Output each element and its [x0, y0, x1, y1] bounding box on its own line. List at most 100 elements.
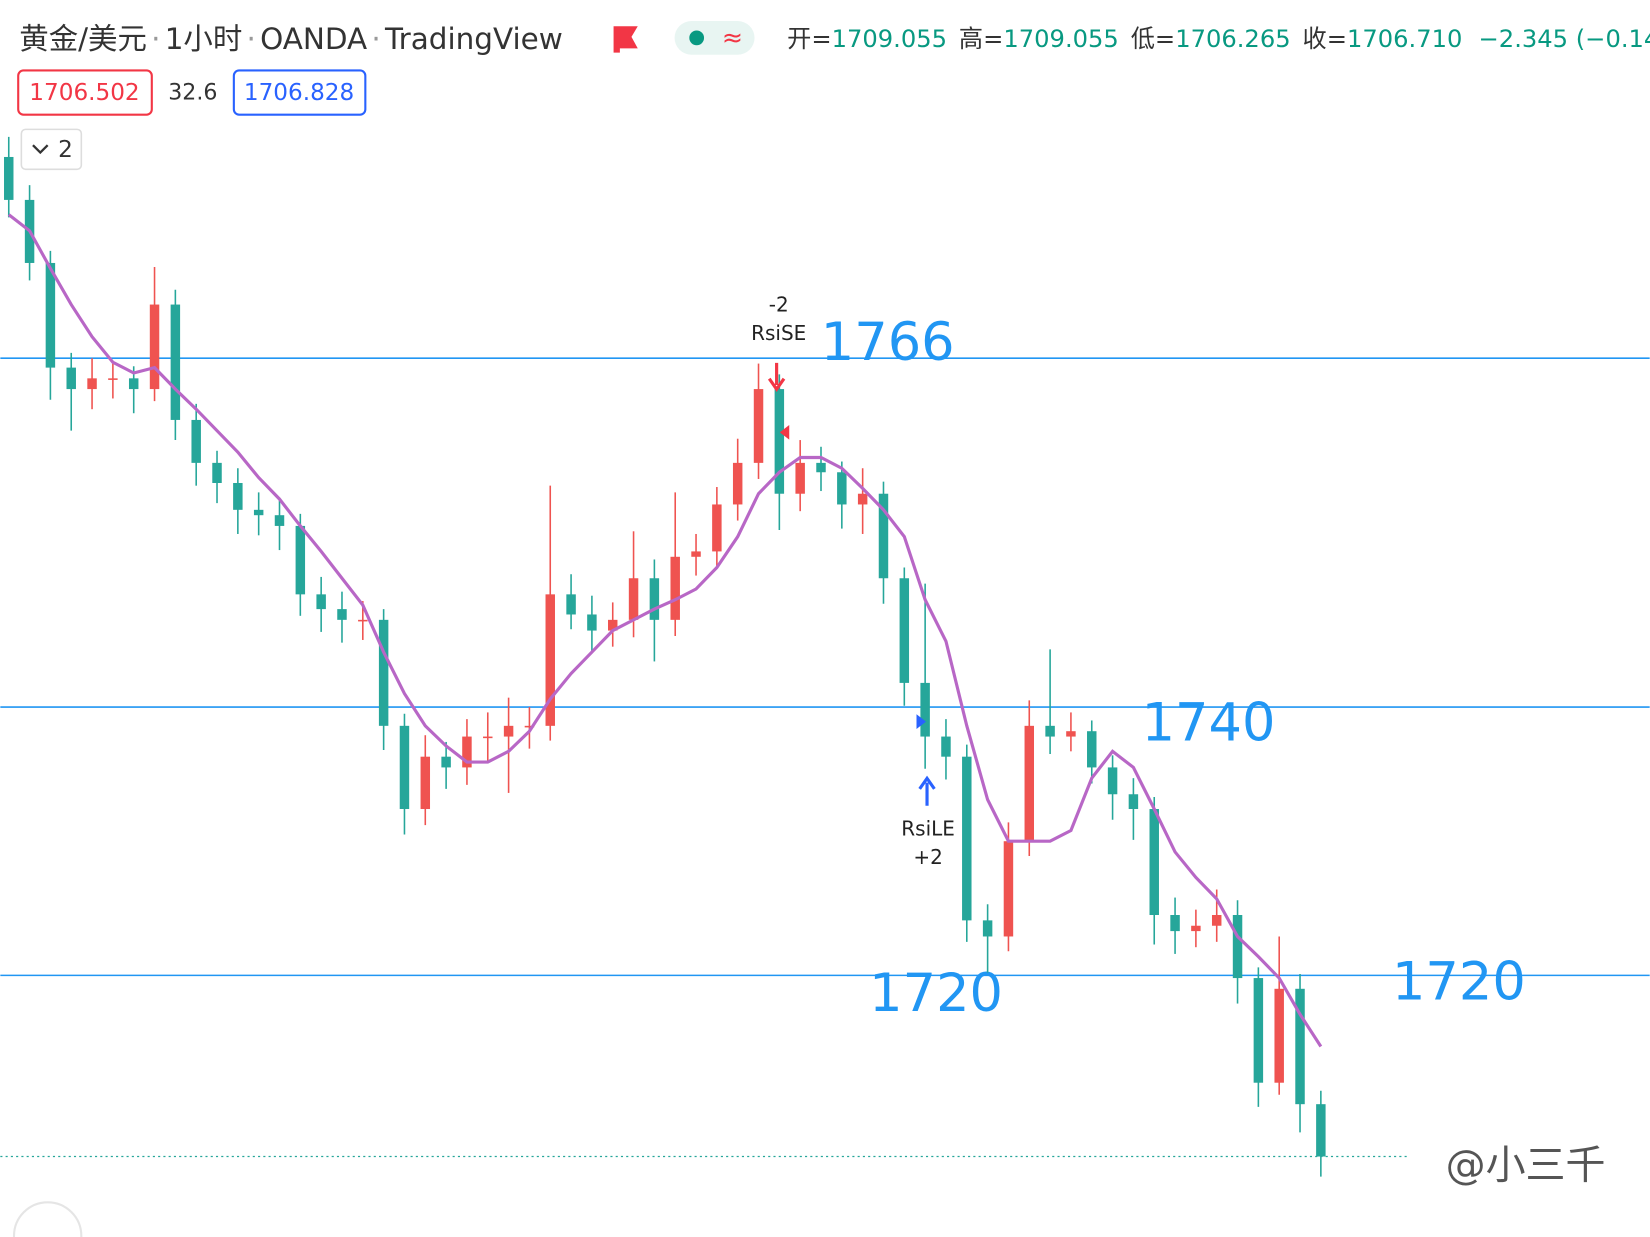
candle-body	[108, 378, 118, 380]
candle-body	[899, 578, 910, 683]
candle-body	[1295, 988, 1305, 1105]
symbol-title: 黄金/美元 · 1小时 · OANDA · TradingView	[19, 21, 563, 55]
candle-body	[712, 504, 722, 552]
candle-body	[337, 609, 347, 620]
candle-body	[837, 472, 847, 505]
candle-body	[732, 462, 743, 505]
candle-body	[566, 594, 576, 615]
candle-body	[358, 619, 368, 622]
candle-body	[1003, 841, 1014, 937]
candle-body	[483, 736, 493, 739]
candle-body	[462, 736, 472, 768]
candle-body	[628, 578, 639, 620]
candle-body	[128, 378, 139, 390]
candle-body	[857, 493, 868, 505]
symbol: 黄金/美元	[19, 21, 147, 55]
ohlc-value: 1706.265	[1175, 25, 1290, 53]
moving-average	[7, 213, 1323, 1048]
candle-body	[607, 619, 618, 631]
candle-body	[1274, 988, 1284, 1083]
signal-marker	[916, 714, 926, 729]
candle-body	[545, 594, 555, 726]
chevron-icon	[32, 144, 49, 155]
plot-area: 1766 1740 1720 1720 -2 RsiSE RsiLE +2	[0, 136, 1650, 1177]
signal-name: RsiLE	[901, 816, 955, 840]
candle-body	[795, 462, 805, 494]
collapse-button[interactable]	[20, 128, 83, 171]
candle-body	[1149, 809, 1159, 916]
candle-body	[587, 614, 597, 631]
buy-button[interactable]	[232, 69, 367, 116]
platform: TradingView	[384, 21, 563, 55]
level-label: 1720	[1392, 951, 1526, 1012]
level-label: 1740	[1142, 693, 1276, 754]
ohlc-label: 开=	[787, 25, 831, 53]
candle-body	[691, 551, 701, 557]
signal-qty: +2	[913, 845, 942, 869]
signal-arrow	[767, 362, 786, 392]
candle-body	[503, 725, 514, 737]
candle-body	[962, 756, 972, 921]
candle-body	[670, 556, 680, 620]
candle-body	[253, 509, 264, 516]
candle-body	[1170, 915, 1180, 932]
candle-body	[233, 482, 243, 510]
candle-body	[441, 756, 451, 768]
candle-body	[1253, 978, 1264, 1083]
candle-body	[274, 515, 285, 526]
watermark: @小三千	[1446, 1143, 1606, 1189]
buy-price: 1706.828	[244, 80, 354, 106]
candle-body	[941, 736, 951, 757]
signal-name: RsiSE	[751, 321, 806, 345]
candle-body	[1191, 925, 1201, 932]
candle-body	[920, 682, 930, 737]
ohlc-label: 收=	[1303, 25, 1347, 53]
tv-logo[interactable]	[12, 1201, 83, 1237]
candle-body	[149, 304, 160, 390]
candle-body	[399, 725, 410, 810]
candle-body	[4, 156, 14, 200]
candle-body	[1128, 794, 1139, 810]
candle-body	[45, 262, 56, 368]
ohlc-label: 高=	[959, 25, 1003, 53]
ohlc-line: 开=1709.055 高=1709.055 低=1706.265 收=1706.…	[787, 25, 1650, 53]
ohlc-value: 1709.055	[832, 25, 947, 53]
flag-icon[interactable]	[613, 26, 638, 53]
status-icon: ≈	[722, 23, 743, 52]
candle-body	[774, 389, 785, 494]
candle-body	[1316, 1104, 1326, 1157]
candle-body	[1087, 731, 1097, 768]
change: −2.345 (−0.14%)	[1479, 25, 1650, 53]
candle-body	[1066, 731, 1076, 737]
candle-body	[170, 304, 181, 420]
candle-body	[1232, 915, 1243, 979]
sell-button[interactable]	[17, 69, 153, 116]
source: OANDA	[260, 21, 367, 55]
signal-arrow	[918, 775, 936, 806]
status-pill[interactable]	[674, 21, 755, 55]
candle-body	[982, 920, 993, 937]
level-label: 1766	[821, 312, 955, 373]
candle-body	[1211, 915, 1222, 926]
candle-body	[66, 367, 76, 390]
ohlc-value: 1709.055	[1003, 25, 1118, 53]
candle-body	[524, 725, 535, 728]
candle-body	[420, 756, 431, 810]
collapse-count: 2	[58, 137, 73, 163]
candle-body	[1024, 725, 1035, 842]
candle-body	[1107, 767, 1118, 795]
signal-marker	[779, 424, 790, 440]
candle-body	[295, 525, 306, 595]
sell-price: 1706.502	[29, 80, 139, 106]
candle-body	[816, 462, 826, 473]
candle-body	[1045, 725, 1055, 737]
spread: 32.6	[168, 81, 217, 106]
status-dot	[689, 30, 705, 46]
candle-body	[753, 389, 764, 463]
signal-qty: -2	[769, 293, 789, 317]
interval[interactable]: 1小时	[165, 21, 243, 55]
candle-body	[191, 419, 201, 463]
